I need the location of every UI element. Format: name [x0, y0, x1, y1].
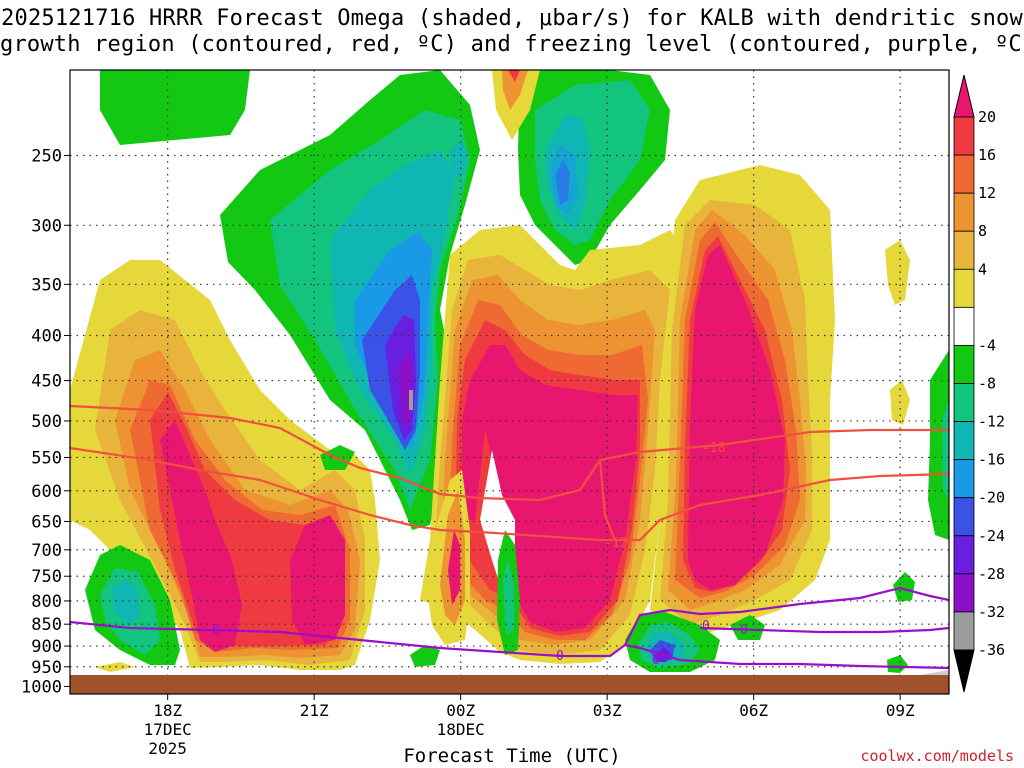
- lower-left-yellow-sliver: [95, 662, 135, 672]
- colorbar-label: -20: [978, 489, 1005, 507]
- upper-left-green-region: [100, 70, 250, 145]
- y-tick-label: 850: [31, 615, 62, 635]
- upper-right-lightblue-ring: [550, 145, 578, 215]
- dgz-contour-lower: [70, 446, 949, 542]
- colorbar-swatch: [953, 116, 975, 156]
- lower-right-small-green: [730, 615, 765, 640]
- top-red-spike: [508, 70, 520, 82]
- x-tick-label: 2025: [148, 739, 187, 758]
- y-tick-label: 600: [31, 482, 62, 502]
- lower-mid-magenta-column: [448, 530, 460, 605]
- colorbar-label: 4: [978, 260, 987, 278]
- x-tick-label: 09Z: [886, 701, 915, 720]
- top-orange-spike: [502, 70, 528, 110]
- y-tick-label: 300: [31, 216, 62, 236]
- freezing-level-contour: [70, 586, 949, 658]
- left-magenta-core-b: [290, 515, 345, 645]
- y-tick-label: 950: [31, 658, 62, 678]
- far-right-green-dot: [887, 655, 908, 673]
- x-tick-label: 06Z: [739, 701, 768, 720]
- source-credit: coolwx.com/models: [860, 747, 1014, 765]
- freezing-label-4: 0: [652, 653, 660, 668]
- colorbar-swatch: [953, 421, 975, 461]
- colorbar-label: 20: [978, 108, 996, 126]
- colorbar-swatch: [953, 345, 975, 384]
- colorbar-label: -8: [978, 375, 996, 393]
- ground-surface: [70, 675, 949, 694]
- x-axis-title: Forecast Time (UTC): [403, 745, 621, 767]
- x-tick-label: 18Z: [153, 701, 182, 720]
- colorbar-label: -4: [978, 336, 996, 354]
- freezing-level-loop: [624, 643, 949, 670]
- colorbar-bottom-arrow: [953, 649, 975, 693]
- x-tick-label: 03Z: [593, 701, 622, 720]
- colorbar-label: 12: [978, 184, 996, 202]
- dgz-connector: [598, 459, 617, 541]
- y-tick-label: 900: [31, 637, 62, 657]
- x-tick-label: 00Z: [446, 701, 475, 720]
- colorbar-label: -28: [978, 565, 1005, 583]
- upper-cyan-blob: [450, 140, 468, 180]
- dgz-label-1: -18: [702, 441, 725, 456]
- freezing-label-3: 0: [702, 619, 710, 634]
- colorbar-swatch: [953, 192, 975, 232]
- left-magenta-core-a: [160, 420, 242, 652]
- colorbar-swatch: [953, 306, 975, 346]
- lower-mid-teal-column: [503, 560, 514, 635]
- x-tick-label: 18DEC: [437, 720, 485, 739]
- y-tick-label: 550: [31, 448, 62, 468]
- colorbar-swatch: [953, 154, 975, 194]
- freezing-level-branch: [699, 626, 949, 634]
- lower-left-cyan-region: [112, 578, 140, 625]
- colorbar: 20 16 12 8 4 -4 -8 -12 -16 -20 -24 -28 -32 -36: [953, 74, 1005, 693]
- colorbar-label: -16: [978, 451, 1005, 469]
- colorbar-swatch: [953, 383, 975, 422]
- colorbar-label: 16: [978, 146, 996, 164]
- colorbar-label: -36: [978, 641, 1005, 659]
- freezing-label-1: 0: [212, 623, 220, 638]
- colorbar-top-arrow: [953, 74, 975, 118]
- contour-lines: [70, 404, 949, 670]
- colorbar-swatch: [953, 268, 975, 308]
- colorbar-label: -12: [978, 413, 1005, 431]
- colorbar-swatch: [953, 573, 975, 613]
- colorbar-swatch: [953, 535, 975, 575]
- y-tick-label: 350: [31, 275, 62, 295]
- dgz-contour-upper: [70, 404, 949, 502]
- omega-shaded-field: [70, 70, 949, 680]
- colorbar-label: 8: [978, 222, 987, 240]
- x-tick-label: 17DEC: [144, 720, 192, 739]
- lower-mid-green-blob: [410, 645, 440, 667]
- colorbar-label: -24: [978, 527, 1005, 545]
- y-tick-label: 1000: [21, 677, 62, 697]
- plot-frame: [69, 69, 950, 695]
- chart-title-line-1: 2025121716 HRRR Forecast Omega (shaded, …: [1, 6, 1023, 31]
- grid-lines: [70, 70, 949, 694]
- far-right-green-edge: [928, 350, 949, 540]
- y-tick-label: 250: [31, 146, 62, 166]
- y-tick-label: 400: [31, 326, 62, 346]
- chart-title-line-2: growth region (contoured, red, ºC) and f…: [0, 32, 1024, 57]
- far-right-green-blob: [893, 572, 915, 602]
- colorbar-label: -32: [978, 603, 1005, 621]
- y-tick-label: 650: [31, 512, 62, 532]
- central-grey-mark: [409, 390, 413, 410]
- x-tick-label: 21Z: [300, 701, 329, 720]
- freezing-label-2: 0: [556, 649, 564, 664]
- colorbar-swatch: [953, 459, 975, 499]
- y-tick-label: 450: [31, 372, 62, 392]
- y-tick-label: 700: [31, 541, 62, 561]
- colorbar-swatch: [953, 497, 975, 537]
- y-tick-label: 800: [31, 592, 62, 612]
- freezing-label-5: 0: [740, 623, 748, 638]
- y-axis: 2503003504004505005506006507007508008509…: [21, 146, 70, 697]
- far-right-yellow-strip: [885, 240, 910, 305]
- colorbar-swatch: [953, 611, 975, 651]
- y-tick-label: 750: [31, 567, 62, 587]
- dgz-label-2: -12: [604, 536, 627, 551]
- y-tick-label: 500: [31, 412, 62, 432]
- colorbar-swatch: [953, 230, 975, 270]
